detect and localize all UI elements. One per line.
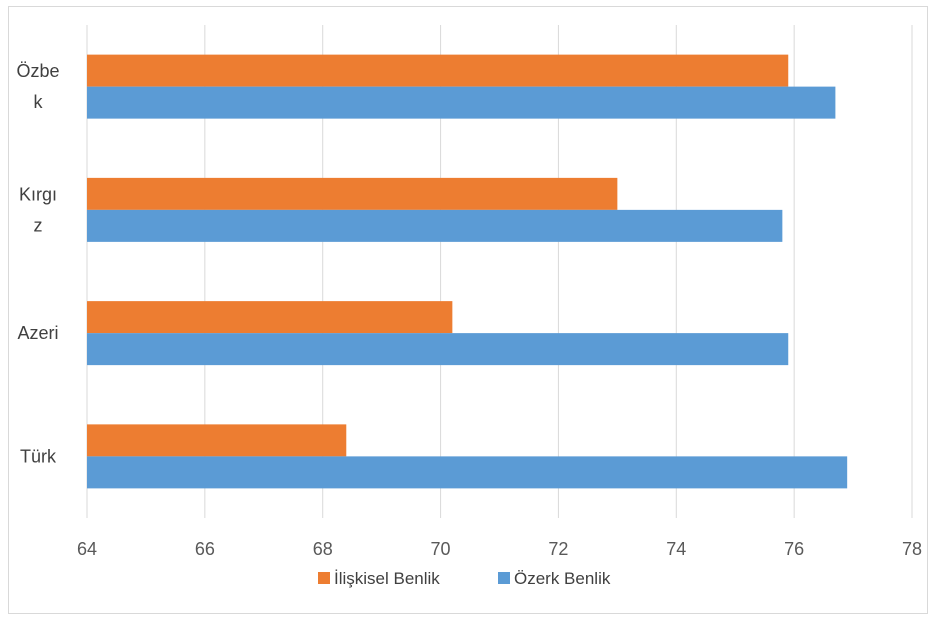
bar-ozerk <box>87 86 836 119</box>
bar-ozerk <box>87 209 783 242</box>
x-tick-label: 78 <box>902 539 922 559</box>
bar-ozerk <box>87 333 789 366</box>
category-label: Azeri <box>17 323 58 343</box>
x-tick-labels: 64 66 68 70 72 74 76 78 <box>77 539 922 559</box>
x-tick-label: 72 <box>548 539 568 559</box>
category-label: z <box>34 215 43 235</box>
legend-label: Özerk Benlik <box>514 569 611 588</box>
x-tick-label: 70 <box>431 539 451 559</box>
bar-iliskisel <box>87 424 347 457</box>
x-tick-label: 68 <box>313 539 333 559</box>
category-label: Türk <box>20 446 57 466</box>
chart-frame <box>8 6 928 614</box>
category-labels: Özbe k Kırgı z Azeri Türk <box>16 61 59 466</box>
bar-iliskisel <box>87 301 453 334</box>
category-label: Kırgı <box>19 184 57 204</box>
x-tick-label: 74 <box>666 539 686 559</box>
bar-ozerk <box>87 456 848 489</box>
category-label: k <box>34 92 44 112</box>
bars <box>87 54 848 489</box>
x-tick-label: 64 <box>77 539 97 559</box>
x-tick-label: 66 <box>195 539 215 559</box>
category-label: Özbe <box>16 61 59 81</box>
legend-label: İlişkisel Benlik <box>334 569 440 588</box>
legend-swatch <box>318 572 330 584</box>
bar-iliskisel <box>87 177 618 210</box>
legend-swatch <box>498 572 510 584</box>
legend: İlişkisel Benlik Özerk Benlik <box>318 569 611 588</box>
bar-iliskisel <box>87 54 789 87</box>
x-tick-label: 76 <box>784 539 804 559</box>
